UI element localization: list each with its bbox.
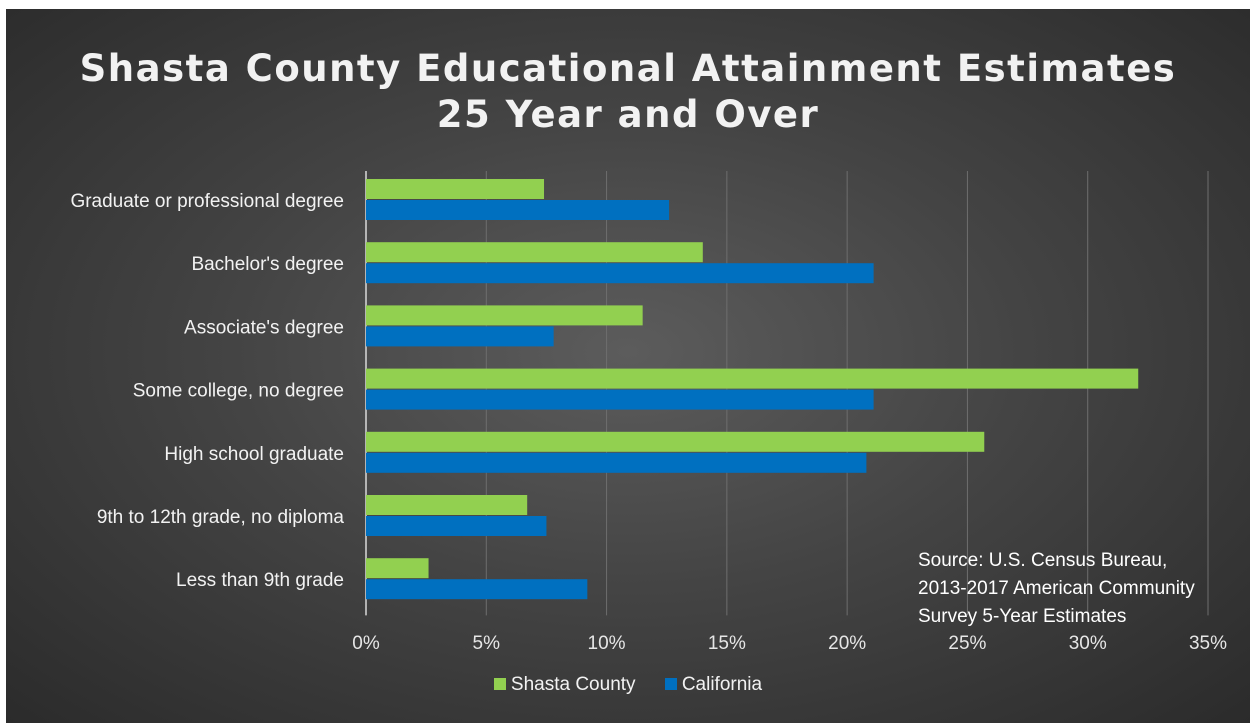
bar-shasta (366, 431, 985, 452)
bar-shasta (366, 368, 1139, 389)
chart-area: Shasta County Educational Attainment Est… (6, 9, 1250, 723)
bar-shasta (366, 179, 545, 199)
source-annotation: Source: U.S. Census Bureau, 2013-2017 Am… (918, 550, 1195, 627)
bar-shasta (366, 242, 703, 263)
legend: Shasta County California (6, 674, 1250, 696)
category-label: Some college, no degree (133, 381, 344, 402)
x-tick-label: 5% (473, 633, 501, 654)
legend-swatch-shasta (493, 678, 506, 690)
bar-california (366, 579, 588, 600)
x-tick-label: 10% (588, 633, 626, 654)
legend-label-california: California (681, 674, 763, 695)
x-tick-label: 30% (1069, 633, 1107, 654)
bar-shasta (366, 305, 643, 326)
bar-california (366, 389, 874, 410)
x-tick-label: 0% (352, 633, 380, 654)
x-tick-label: 35% (1189, 633, 1227, 654)
category-label: High school graduate (164, 444, 344, 465)
x-tick-label: 15% (708, 633, 746, 654)
legend-item-california: California (664, 674, 763, 696)
legend-label-shasta: Shasta County (510, 674, 636, 695)
category-label: Graduate or professional degree (70, 191, 344, 212)
chart-title: Shasta County Educational Attainment Est… (79, 47, 1177, 90)
legend-item-shasta: Shasta County (493, 674, 636, 696)
category-label: Associate's degree (184, 317, 344, 338)
bar-california (366, 516, 547, 536)
x-tick-label: 20% (828, 633, 866, 654)
bar-california (366, 452, 867, 473)
bar-chart: Graduate or professional degree Bachelor'… (70, 171, 1227, 654)
x-tick-label: 25% (948, 633, 986, 654)
bar-shasta (366, 558, 429, 579)
bar-california (366, 326, 554, 347)
category-label: Less than 9th grade (176, 570, 344, 591)
bar-california (366, 263, 874, 284)
bar-shasta (366, 495, 528, 515)
bar-california (366, 200, 670, 220)
category-label: 9th to 12th grade, no diploma (97, 507, 345, 528)
legend-swatch-california (664, 678, 677, 690)
chart-subtitle: 25 Year and Over (436, 93, 820, 136)
category-label: Bachelor's degree (191, 254, 344, 275)
